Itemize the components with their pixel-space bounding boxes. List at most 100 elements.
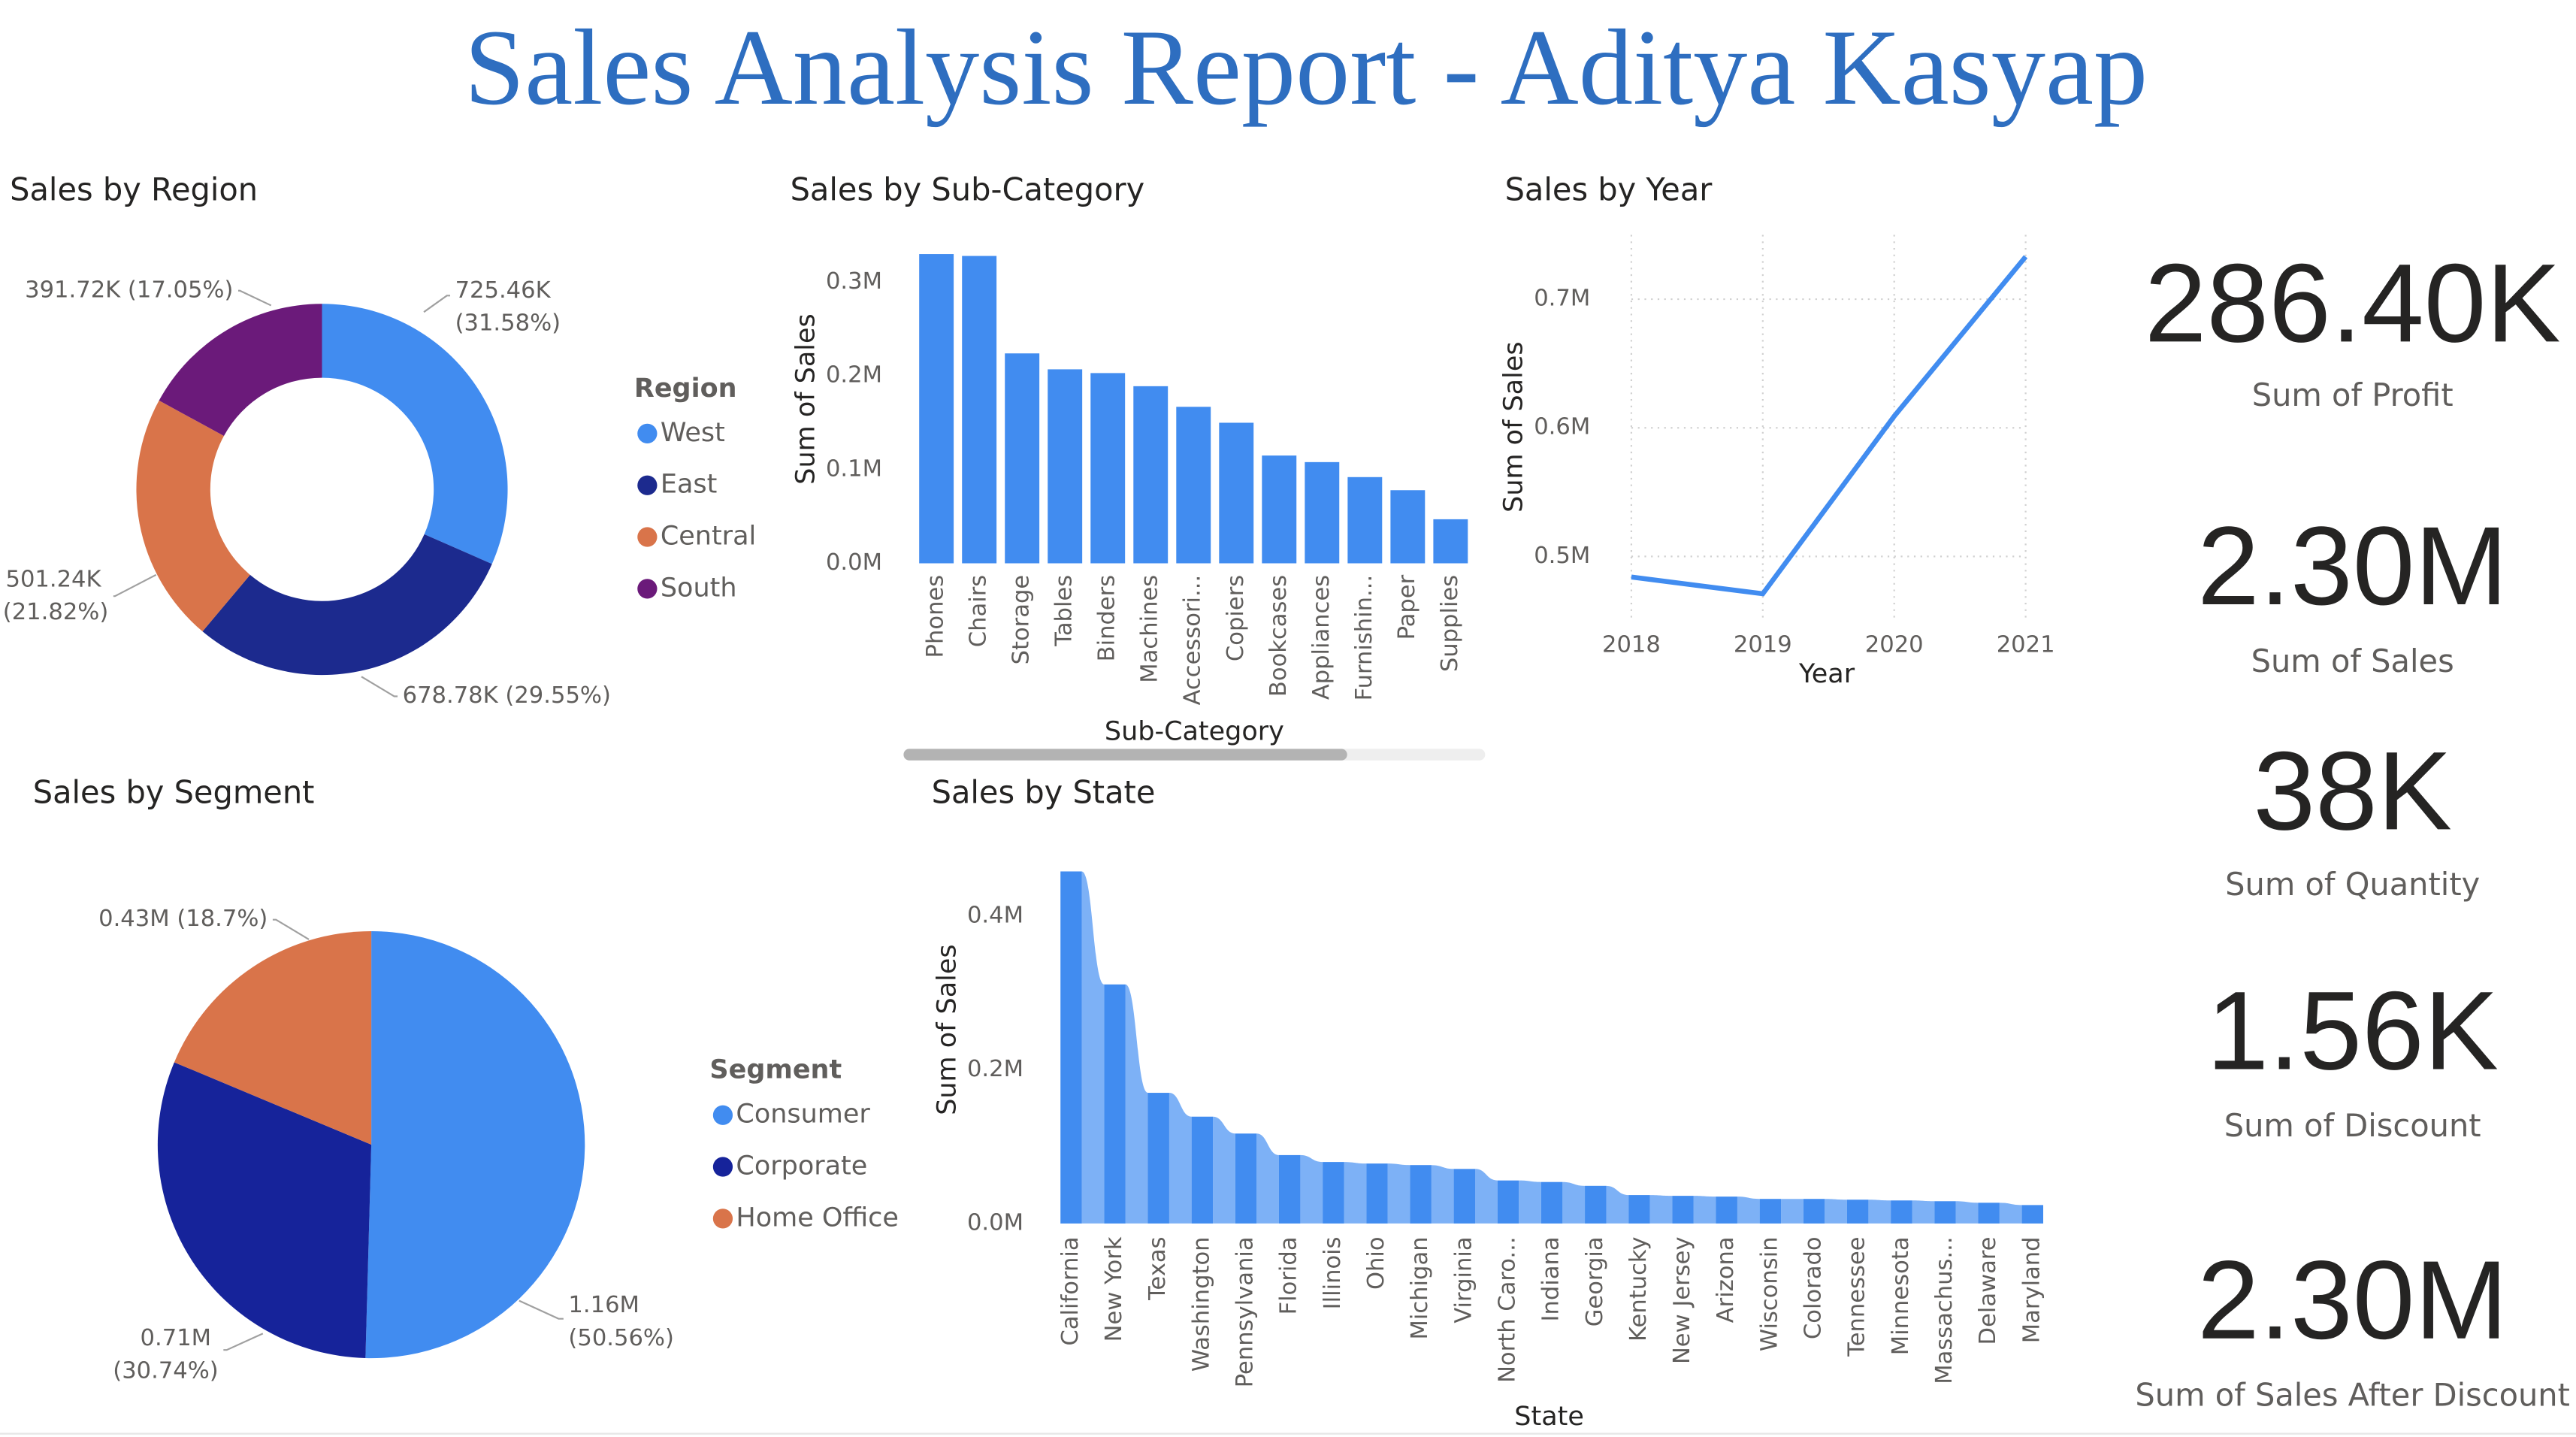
x-tick-label: Tennessee (1844, 1236, 1870, 1357)
x-tick-label: Indiana (1538, 1236, 1565, 1321)
legend-marker (712, 1157, 733, 1177)
bar (1366, 1163, 1388, 1224)
legend-label: East (661, 470, 717, 500)
ribbon (1955, 1201, 1979, 1224)
bar (1672, 1196, 1694, 1224)
x-tick-label: Texas (1144, 1236, 1171, 1301)
x-tick-label: Chairs (966, 575, 992, 647)
x-tick-label: Maryland (2018, 1236, 2045, 1343)
ribbon (1912, 1200, 1935, 1224)
ribbon (1999, 1203, 2022, 1224)
bar (1390, 490, 1426, 564)
pie-slice (174, 930, 372, 1145)
chart-title: Sales by State (932, 774, 1156, 811)
x-tick-label: Pennsylvania (1232, 1236, 1259, 1387)
pie-slice (136, 400, 250, 632)
bar (1147, 1093, 1169, 1224)
y-axis-title: Sum of Sales (791, 313, 821, 484)
bar (1934, 1201, 1956, 1224)
legend-label: South (661, 573, 737, 603)
x-tick-label: California (1057, 1236, 1084, 1345)
chart-title: Sales by Region (10, 171, 258, 208)
y-tick-label: 0.0M (826, 549, 882, 576)
x-tick-label: New Jersey (1669, 1236, 1695, 1364)
x-tick-label: Virginia (1450, 1236, 1477, 1323)
leader-line (238, 289, 272, 307)
bar (1846, 1200, 1869, 1224)
bar (1410, 1165, 1432, 1224)
bar (1628, 1195, 1650, 1224)
ribbon (1300, 1154, 1323, 1224)
legend-marker (712, 1209, 733, 1229)
legend-marker (712, 1105, 733, 1125)
x-tick-label: New York (1101, 1236, 1127, 1342)
ribbon (1169, 1093, 1192, 1224)
bar (1262, 455, 1297, 564)
x-tick-label: Machines (1137, 575, 1163, 683)
bar (1176, 407, 1211, 564)
leader-line (272, 918, 310, 940)
legend-label: Corporate (736, 1151, 867, 1181)
line (1631, 255, 2028, 597)
leader-line (223, 1333, 264, 1351)
x-tick-label: Arizona (1713, 1236, 1739, 1323)
bar (1433, 519, 1468, 564)
pie-slice (365, 930, 585, 1359)
ribbon (1256, 1133, 1279, 1224)
x-tick-label: Kentucky (1625, 1236, 1652, 1342)
x-tick-label: Michigan (1407, 1236, 1433, 1339)
leader-line (361, 676, 398, 697)
ribbon (1606, 1185, 1629, 1224)
legend-label: Central (661, 522, 756, 552)
bar (1060, 871, 1082, 1224)
data-label: 725.46K (31.58%) (455, 277, 561, 336)
x-tick-label: 2020 (1865, 631, 1924, 658)
data-label: 391.72K (17.05%) (25, 277, 233, 303)
x-tick-label: 2019 (1734, 631, 1792, 658)
x-tick-label: Washington (1188, 1236, 1214, 1372)
x-tick-label: Bookcases (1265, 575, 1292, 697)
leader-line (519, 1299, 564, 1320)
y-tick-label: 0.6M (1534, 414, 1590, 440)
bar (1540, 1181, 1563, 1224)
data-label: 501.24K (21.82%) (3, 566, 109, 625)
bar (1278, 1154, 1301, 1224)
y-axis-title: Sum of Sales (932, 944, 962, 1115)
bar (1323, 1162, 1344, 1224)
kpi-value: 2.30M (2197, 1238, 2508, 1363)
legend-marker (637, 423, 658, 443)
chart-title: Sales by Year (1505, 171, 1713, 208)
x-tick-label: Supplies (1437, 575, 1463, 672)
pie-slice (157, 1062, 372, 1359)
data-label: 0.71M (30.74%) (113, 1324, 219, 1384)
scrollbar-thumb[interactable] (903, 749, 1347, 761)
kpi-value: 286.40K (2145, 241, 2561, 365)
bar (1090, 373, 1126, 564)
x-tick-label: Massachus... (1931, 1236, 1958, 1384)
x-tick-label: Illinois (1320, 1236, 1346, 1309)
ribbon (1213, 1116, 1235, 1224)
pie-slice (322, 304, 508, 564)
legend-marker (637, 475, 658, 495)
x-tick-label: Colorado (1800, 1236, 1827, 1339)
ribbon (1081, 871, 1105, 1224)
y-tick-label: 0.0M (967, 1209, 1023, 1236)
bar (1133, 386, 1169, 564)
bar (1347, 476, 1383, 564)
y-tick-label: 0.7M (1534, 286, 1590, 312)
bar (2021, 1205, 2044, 1224)
bar (1453, 1169, 1476, 1224)
x-tick-label: Delaware (1975, 1236, 2001, 1345)
legend-label: Home Office (736, 1203, 899, 1233)
legend-label: West (661, 418, 725, 448)
y-tick-label: 0.3M (826, 268, 882, 295)
bar (1891, 1200, 1912, 1224)
ribbon (1737, 1196, 1760, 1224)
ribbon (1781, 1199, 1804, 1224)
x-tick-label: Florida (1276, 1236, 1302, 1314)
bar (962, 256, 997, 564)
kpi-label: Sum of Sales After Discount (2135, 1377, 2570, 1414)
ribbon (1431, 1165, 1454, 1224)
legend-label: Consumer (736, 1100, 870, 1130)
bar (1219, 422, 1254, 564)
